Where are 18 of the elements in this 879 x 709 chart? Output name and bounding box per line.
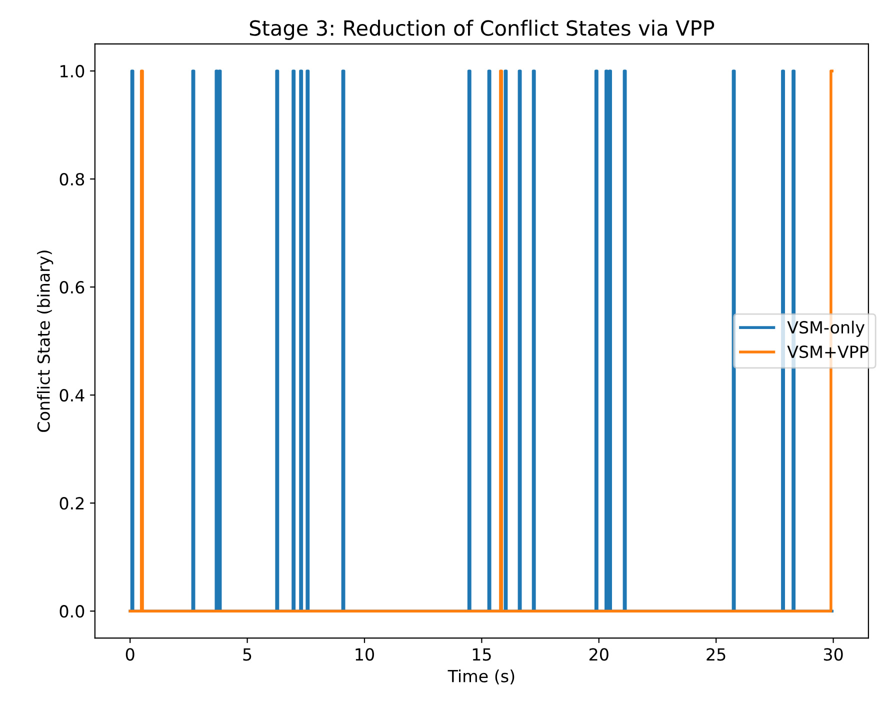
y-tick-label: 0.2 [60, 497, 84, 510]
legend-label: VSM-only [787, 320, 865, 337]
y-tick-label: 0.4 [60, 389, 84, 402]
y-tick-label: 1.0 [60, 64, 84, 78]
x-tick-label: 10 [356, 648, 374, 661]
x-tick-label: 25 [706, 648, 726, 661]
x-tick-label: 5 [243, 648, 252, 661]
y-axis-title: Conflict State (binary) [37, 250, 54, 432]
x-tick-label: 30 [824, 648, 843, 661]
x-tick-label: 20 [590, 648, 608, 661]
x-tick-label: 15 [472, 648, 491, 661]
y-tick-label: 0.0 [60, 605, 84, 618]
x-tick-label: 0 [126, 648, 134, 661]
x-axis-title: Time (s) [448, 670, 514, 684]
chart-title: Stage 3: Reduction of Conflict States via VPP [250, 20, 714, 40]
y-tick-label: 0.6 [60, 280, 84, 294]
y-tick-label: 0.8 [60, 172, 84, 186]
legend-label: VSM+VPP [787, 345, 868, 358]
